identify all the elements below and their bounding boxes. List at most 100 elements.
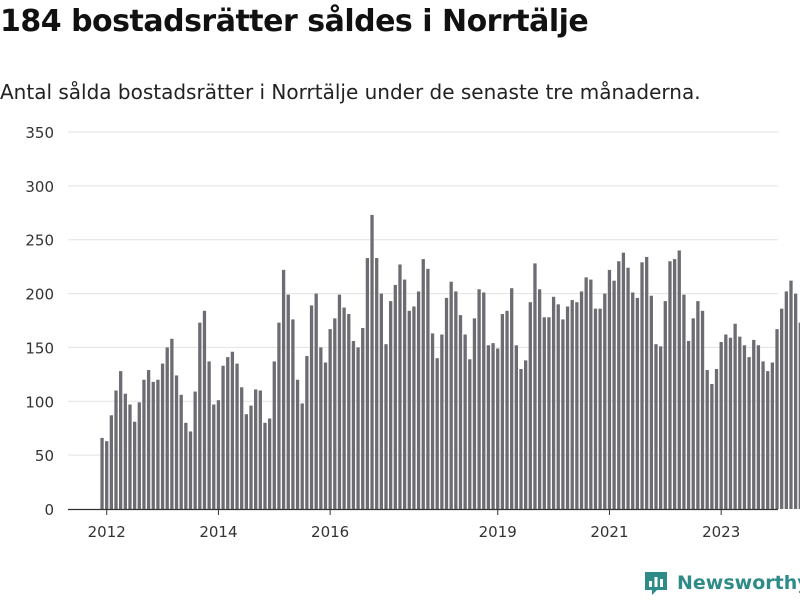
bar bbox=[733, 323, 737, 509]
bar bbox=[584, 277, 588, 509]
bar bbox=[319, 347, 323, 509]
y-tick-label: 250 bbox=[25, 232, 54, 250]
bar bbox=[742, 345, 747, 509]
bar-chart: 0 50 100 150 200 250 300 350 2012 2014 2016 2019 202… bbox=[25, 124, 800, 541]
bar bbox=[468, 359, 472, 509]
bar bbox=[775, 329, 779, 509]
bar bbox=[375, 258, 379, 509]
bar bbox=[463, 334, 467, 509]
bar bbox=[691, 318, 695, 509]
bar bbox=[305, 356, 309, 509]
brand-logo[interactable]: Newsworthy bbox=[643, 568, 800, 598]
bar bbox=[216, 400, 221, 509]
bar bbox=[449, 281, 453, 509]
bar bbox=[412, 306, 416, 509]
bar bbox=[482, 292, 486, 509]
bar bbox=[714, 368, 719, 509]
bar bbox=[347, 314, 351, 509]
bar bbox=[551, 296, 556, 509]
bar bbox=[603, 293, 607, 509]
chart-subtitle: Antal sålda bostadsrätter i Norrtälje un… bbox=[0, 80, 701, 104]
bar bbox=[142, 379, 146, 509]
bar bbox=[398, 264, 402, 509]
bar bbox=[537, 289, 542, 509]
bar bbox=[505, 310, 509, 509]
bar bbox=[780, 308, 784, 509]
bar bbox=[272, 361, 276, 509]
bar bbox=[659, 346, 663, 509]
chart-title: 184 bostadsrätter såldes i Norrtälje bbox=[0, 4, 589, 39]
bar bbox=[174, 375, 179, 509]
bar bbox=[356, 347, 360, 509]
y-tick-label: 300 bbox=[25, 178, 54, 196]
bar bbox=[370, 214, 374, 509]
bar bbox=[738, 336, 742, 509]
bar bbox=[789, 280, 793, 509]
bar bbox=[137, 402, 141, 509]
bar bbox=[198, 322, 202, 509]
bar bbox=[421, 259, 425, 509]
bar bbox=[440, 334, 444, 509]
bar bbox=[160, 363, 165, 509]
bar bbox=[556, 304, 560, 509]
bar bbox=[686, 340, 691, 509]
bar bbox=[314, 293, 318, 509]
bar bbox=[784, 291, 788, 509]
bar bbox=[384, 344, 388, 509]
y-tick-label: 100 bbox=[25, 393, 54, 411]
bar bbox=[230, 351, 235, 509]
bar bbox=[365, 258, 370, 509]
bar bbox=[170, 338, 174, 509]
bar bbox=[300, 403, 304, 509]
bar bbox=[477, 289, 481, 509]
bar bbox=[728, 337, 733, 509]
bar bbox=[519, 368, 523, 509]
bar bbox=[151, 381, 155, 509]
bar bbox=[593, 308, 598, 509]
bar bbox=[109, 415, 114, 509]
bar bbox=[672, 259, 677, 509]
bar bbox=[719, 342, 723, 509]
bar bbox=[528, 302, 532, 509]
x-tick-label: 2016 bbox=[311, 523, 349, 541]
bar bbox=[640, 262, 644, 509]
bar bbox=[770, 362, 775, 509]
x-tick-label: 2012 bbox=[88, 523, 126, 541]
y-tick-label: 350 bbox=[25, 124, 54, 142]
newsworthy-logo-icon bbox=[645, 572, 667, 595]
y-tick-label: 0 bbox=[44, 501, 54, 519]
bar bbox=[761, 361, 765, 509]
bar bbox=[426, 268, 430, 509]
x-tick-label: 2023 bbox=[702, 523, 740, 541]
bar bbox=[533, 263, 537, 509]
bar bbox=[598, 308, 602, 509]
bar bbox=[491, 343, 495, 509]
bar bbox=[500, 314, 505, 509]
brand-name: Newsworthy bbox=[677, 572, 800, 594]
bar bbox=[295, 379, 300, 509]
bar bbox=[472, 318, 477, 509]
bar bbox=[645, 256, 649, 509]
bar bbox=[575, 302, 579, 509]
bar bbox=[486, 345, 491, 509]
bar bbox=[156, 379, 160, 509]
bar bbox=[724, 334, 728, 509]
bar bbox=[281, 269, 286, 509]
bar bbox=[114, 390, 118, 509]
bar bbox=[244, 414, 249, 509]
bar bbox=[612, 280, 616, 509]
bar bbox=[524, 360, 528, 509]
bar bbox=[258, 390, 262, 509]
bar bbox=[430, 333, 435, 509]
bar bbox=[323, 362, 328, 509]
bar bbox=[510, 288, 514, 509]
bar bbox=[621, 252, 626, 509]
bar bbox=[561, 319, 565, 509]
bar bbox=[631, 292, 635, 509]
bar bbox=[514, 345, 518, 509]
bar bbox=[454, 291, 458, 509]
bar bbox=[123, 393, 127, 509]
bar bbox=[221, 365, 225, 509]
bar bbox=[663, 301, 667, 509]
y-tick-label: 50 bbox=[35, 447, 54, 465]
